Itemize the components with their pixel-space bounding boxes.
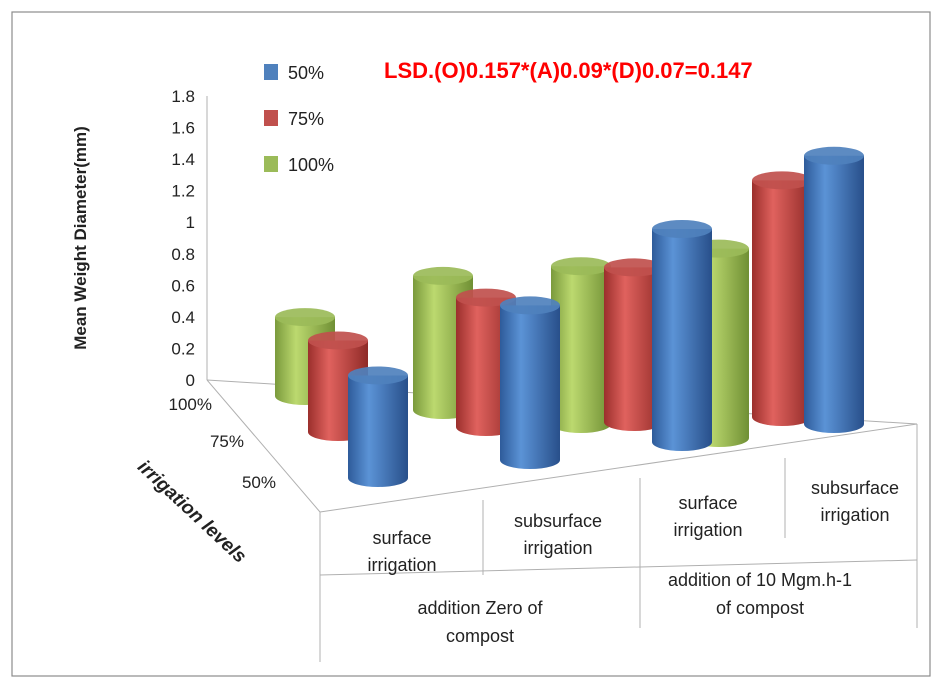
bar-50%-1 [500, 296, 560, 469]
bar-body [551, 266, 611, 433]
bar-75%-3 [752, 171, 812, 426]
category-labels: surface irrigation subsurface irrigation sur… [367, 478, 899, 575]
legend-label: 50% [288, 63, 324, 83]
bar-50%-2 [652, 220, 712, 451]
y-tick-label: 0.2 [171, 339, 195, 358]
y-tick-label: 1.6 [171, 119, 195, 138]
legend-swatch [264, 64, 278, 80]
bar-body [500, 305, 560, 469]
bar-75%-2 [604, 258, 664, 431]
bar-top [456, 288, 516, 307]
floor-left-edge [206, 379, 321, 513]
y-tick-label: 1.2 [171, 182, 195, 201]
y-tick-label: 0.6 [171, 276, 195, 295]
group-divider [319, 559, 918, 576]
bar-top [804, 146, 864, 165]
category-label: surface [678, 493, 737, 513]
group-label: compost [446, 626, 514, 646]
category-label: irrigation [523, 538, 592, 558]
group-labels: addition Zero of compost addition of 10 Mg… [417, 570, 852, 646]
legend-swatch [264, 156, 278, 172]
group-label: of compost [716, 598, 804, 618]
category-label: subsurface [514, 511, 602, 531]
bar-body [752, 180, 812, 426]
bar-50%-0 [348, 366, 408, 487]
bar-top [413, 266, 473, 285]
bar-body [348, 375, 408, 487]
bar-top [551, 257, 611, 276]
group-label: addition of 10 Mgm.h-1 [668, 570, 852, 590]
bar-top [348, 366, 408, 385]
bar-top [308, 331, 368, 350]
floor-front-edge [319, 423, 918, 513]
depth-tick-label: 100% [169, 395, 212, 414]
category-label: subsurface [811, 478, 899, 498]
lsd-annotation: LSD.(O)0.157*(A)0.09*(D)0.07=0.147 [384, 58, 753, 83]
legend-label: 100% [288, 155, 334, 175]
y-tick-label: 1.4 [171, 150, 195, 169]
depth-tick-label: 75% [210, 432, 244, 451]
y-tick-label: 1 [186, 213, 195, 232]
y-tick-label: 0.8 [171, 245, 195, 264]
bar-body [604, 267, 664, 431]
bar-top [275, 308, 335, 327]
bar-top [652, 220, 712, 238]
category-label: irrigation [820, 505, 889, 525]
y-tick-label: 1.8 [171, 87, 195, 106]
bar-body [804, 155, 864, 433]
bar-top [752, 171, 812, 190]
depth-tick-labels: 100% 75% 50% [169, 395, 276, 492]
series-75pct [308, 171, 812, 441]
bar-top [604, 258, 664, 277]
bar-top [500, 296, 560, 315]
legend: 50% 75% 100% [264, 63, 334, 175]
y-axis-title: Mean Weight Diameter(mm) [71, 126, 90, 350]
group-label: addition Zero of [417, 598, 543, 618]
y-tick-label: 0 [186, 371, 195, 390]
category-label: irrigation [367, 555, 436, 575]
legend-swatch [264, 110, 278, 126]
bar-50%-3 [804, 146, 864, 433]
bar-body [652, 229, 712, 451]
depth-tick-label: 50% [242, 473, 276, 492]
y-tick-labels: 0 0.2 0.4 0.6 0.8 1 1.2 1.4 1.6 1.8 [171, 87, 195, 390]
y-tick-label: 0.4 [171, 308, 195, 327]
series-50pct [348, 146, 864, 487]
category-label: irrigation [673, 520, 742, 540]
category-label: surface [372, 528, 431, 548]
legend-label: 75% [288, 109, 324, 129]
cylinder-bars [275, 146, 864, 487]
bar-100%-2 [551, 257, 611, 433]
